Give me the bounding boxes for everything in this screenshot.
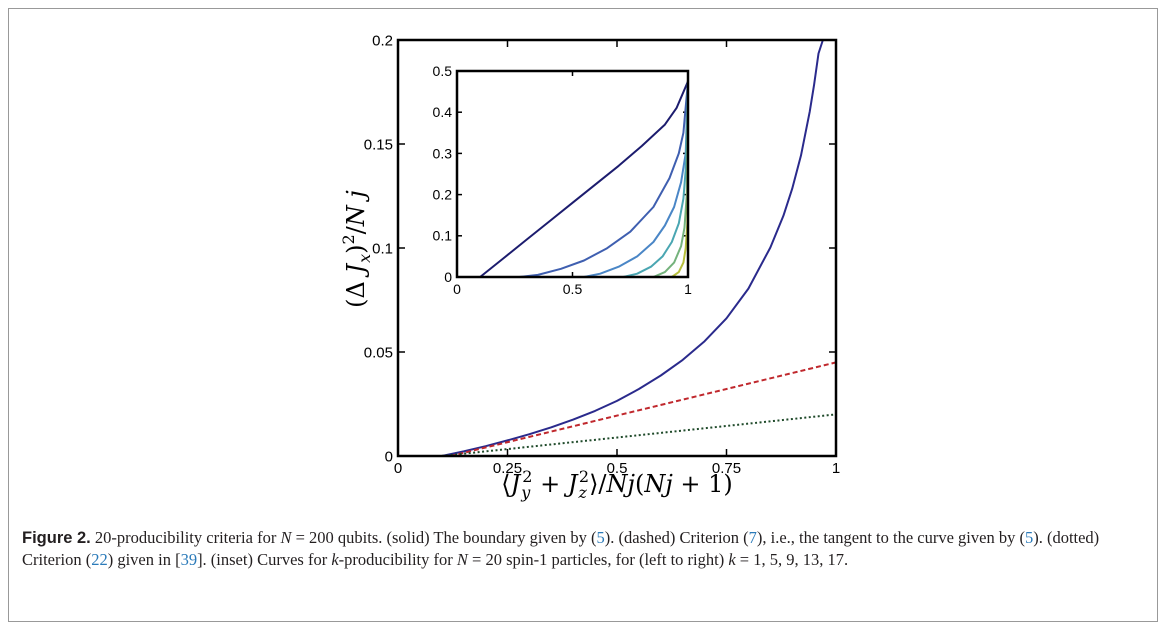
solid-series-line: [440, 39, 824, 457]
figure-plot: 0 0.25 0.5 0.75 1 0 0.05 0.1 0.15 0.2 0 0.5 1 0 0.1 0.…: [339, 32, 840, 502]
y-tick-label: 0.4: [433, 104, 453, 120]
y-tick-label: 0.05: [364, 344, 393, 361]
y-tick-label: 0.3: [433, 145, 453, 161]
caption-text: 20-producibility criteria for: [90, 528, 281, 547]
caption-text: ) given in [: [107, 550, 181, 569]
y-tick-label: 0.5: [433, 63, 453, 79]
curve-series-line: [518, 80, 689, 278]
inset-background: [457, 71, 688, 277]
caption-math: k: [728, 550, 736, 569]
equation-link[interactable]: 22: [91, 550, 108, 569]
inset-series: [479, 80, 689, 278]
equation-link[interactable]: 7: [748, 528, 757, 547]
caption-text: = 20 spin-1 particles, for (left to righ…: [467, 550, 729, 569]
caption-math: N: [456, 550, 468, 569]
x-axis-label: ⟨Jy2 + Jz2⟩/Nj(Nj + 1): [501, 467, 733, 502]
caption-text: = 1, 5, 9, 13, 17.: [735, 550, 849, 569]
caption-text: ). (dashed) Criterion (: [604, 528, 749, 547]
y-tick-label: 0: [444, 269, 452, 285]
x-tick-label: 0: [394, 460, 402, 477]
caption-text: ), i.e., the tangent to the curve given …: [756, 528, 1025, 547]
inset-axes-frame: [455, 69, 690, 279]
x-tick-label: 1: [832, 460, 840, 477]
y-tick-label: 0: [385, 448, 393, 465]
main-axes-frame: [396, 38, 838, 458]
caption-math: N: [280, 528, 292, 547]
caption-text: = 200 qubits. (solid) The boundary given…: [291, 528, 597, 547]
x-tick-label: 0.5: [607, 460, 628, 477]
figure-label: Figure 2.: [22, 529, 91, 547]
y-tick-label: 0.2: [372, 32, 393, 49]
caption-math: k: [331, 550, 339, 569]
curve-series-line: [622, 80, 689, 278]
y-tick-label: 0.2: [433, 187, 453, 203]
y-axis-label: (Δ Jx)2/N j: [339, 190, 374, 308]
x-tick-label: 0: [453, 281, 461, 297]
x-tick-label: 0.25: [493, 460, 522, 477]
x-tick-label: 1: [684, 281, 692, 297]
citation-link[interactable]: 39: [180, 550, 198, 569]
equation-link[interactable]: 5: [1024, 528, 1034, 547]
dotted-series-line: [441, 413, 837, 457]
curve-series-line: [479, 80, 689, 278]
dashed-series-line: [450, 361, 837, 457]
main-tick-labels: 0 0.25 0.5 0.75 1 0 0.05 0.1 0.15 0.2: [364, 32, 840, 477]
main-series: [440, 39, 837, 457]
y-tick-label: 0.1: [433, 228, 453, 244]
caption-text: -producibility for: [338, 550, 457, 569]
curve-series-line: [583, 80, 689, 278]
caption-text: ). (dotted) Criterion (: [22, 528, 1100, 569]
x-tick-label: 0.5: [563, 281, 583, 297]
caption-text: ]. (inset) Curves for: [197, 550, 332, 569]
y-tick-label: 0.1: [372, 240, 393, 257]
equation-link[interactable]: 5: [596, 528, 605, 547]
x-tick-label: 0.75: [712, 460, 741, 477]
figure-caption: Figure 2. 20-producibility criteria for …: [22, 527, 1147, 570]
inset-tick-labels: 0 0.5 1 0 0.1 0.2 0.3 0.4 0.5: [433, 63, 693, 297]
y-tick-label: 0.15: [364, 136, 393, 153]
